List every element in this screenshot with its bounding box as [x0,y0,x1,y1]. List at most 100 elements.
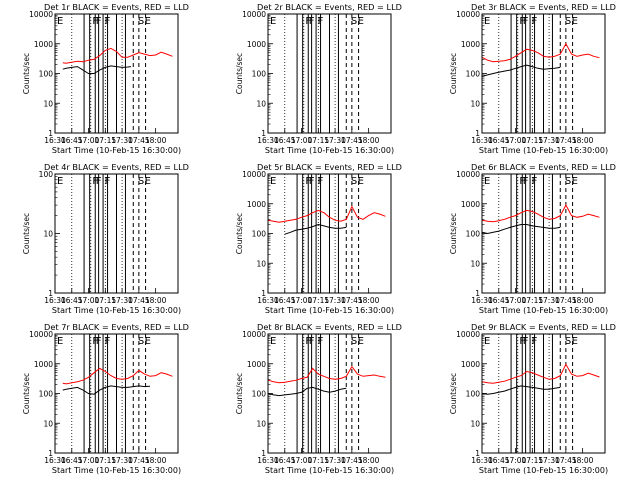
attenuator-mark: F [532,176,538,187]
y-tick-label: 1 [261,129,266,138]
x-tick-label: 17:45 [128,296,150,305]
x-tick-label: 17:00 [505,456,527,465]
attenuator-mark: F [309,336,315,347]
x-tick-label: 17:15 [95,456,117,465]
y-axis-label: Counts/sec [235,53,244,94]
y-axis-label: Counts/sec [449,213,458,254]
y-tick-label: 100 [39,390,54,399]
x-tick-label: 17:45 [341,456,363,465]
x-tick-label: 17:45 [555,456,577,465]
y-tick-label: 100 [466,390,481,399]
x-tick-label: 17:45 [555,296,577,305]
x-tick-label: 17:15 [308,136,330,145]
x-tick-label: 16:45 [274,456,296,465]
attenuator-mark: F [523,16,529,27]
x-axis-label: Start Time (10-Feb-15 16:30:00) [265,146,394,155]
x-axis-label: Start Time (10-Feb-15 16:30:00) [265,466,394,475]
y-tick-label: 100 [252,230,267,239]
y-tick-label: 10 [470,419,480,428]
attenuator-mark: F [318,16,324,27]
y-tick-label: 10000 [456,170,480,179]
attenuator-mark: F [105,16,111,27]
attenuator-mark: F [92,336,98,347]
attenuator-mark: F [523,336,529,347]
y-tick-label: 1 [475,449,480,458]
attenuator-mark: F [105,336,111,347]
attenuator-mark: F [519,176,525,187]
x-tick-label: 17:30 [111,296,133,305]
y-tick-label: 100 [252,390,267,399]
y-tick-label: 10000 [456,10,480,19]
x-tick-label: 18:00 [145,296,167,305]
y-axis-label: Counts/sec [235,373,244,414]
x-tick-label: 16:45 [61,456,83,465]
y-tick-label: 1000 [247,40,266,49]
chart-title: Det 7r BLACK = Events, RED = LLD [44,322,189,332]
attenuator-mark: S [138,176,144,187]
attenuator-mark: F [96,176,102,187]
y-tick-label: 100 [39,170,54,179]
x-tick-label: 17:15 [95,136,117,145]
x-tick-label: 18:00 [572,136,594,145]
x-tick-label: 18:00 [358,456,380,465]
attenuator-mark: E [572,16,578,27]
x-tick-label: 17:15 [308,296,330,305]
x-axis-label: Start Time (10-Feb-15 16:30:00) [265,306,394,315]
attenuator-mark: E [145,336,151,347]
y-tick-label: 10 [43,99,53,108]
x-axis-label: Start Time (10-Feb-15 16:30:00) [479,306,608,315]
chart-title: Det 3r BLACK = Events, RED = LLD [471,2,616,12]
x-axis-label: Start Time (10-Feb-15 16:30:00) [52,146,181,155]
x-tick-label: 17:15 [522,136,544,145]
x-tick-label: 16:45 [274,136,296,145]
x-tick-label: 18:00 [572,456,594,465]
events-series-line [62,65,132,74]
attenuator-mark: F [519,16,525,27]
y-tick-label: 100 [466,70,481,79]
x-tick-label: 17:00 [291,456,313,465]
y-tick-label: 1000 [34,40,53,49]
events-series-line [481,64,561,77]
top-left-mark: E [270,176,276,187]
x-tick-label: 17:45 [128,136,150,145]
top-left-mark: E [270,336,276,347]
x-axis-label: Start Time (10-Feb-15 16:30:00) [479,466,608,475]
attenuator-mark: S [138,16,144,27]
x-tick-label: 17:15 [308,456,330,465]
x-tick-label: 17:00 [78,136,100,145]
y-tick-label: 10 [470,99,480,108]
attenuator-mark: F [92,176,98,187]
y-tick-label: 10000 [456,330,480,339]
y-tick-label: 10 [43,419,53,428]
y-tick-label: 10 [470,259,480,268]
attenuator-mark: F [318,336,324,347]
events-series-line [267,386,347,397]
attenuator-mark: F [105,176,111,187]
x-tick-label: 16:45 [488,296,510,305]
y-tick-label: 10000 [242,330,266,339]
x-tick-label: 17:30 [324,296,346,305]
x-tick-label: 17:30 [324,136,346,145]
y-tick-label: 10000 [29,330,53,339]
y-axis-label: Counts/sec [22,373,31,414]
attenuator-mark: E [358,336,364,347]
x-tick-label: 17:30 [324,456,346,465]
lld-series-line [62,367,173,385]
lld-series-line [481,42,600,63]
y-tick-label: 1 [48,449,53,458]
top-left-mark: E [57,176,63,187]
x-tick-label: 17:45 [128,456,150,465]
x-tick-label: 17:15 [522,296,544,305]
y-axis-label: Counts/sec [449,53,458,94]
attenuator-mark: E [572,336,578,347]
top-left-mark: E [57,336,63,347]
attenuator-mark: F [309,176,315,187]
lld-series-line [267,365,386,384]
y-tick-label: 1 [48,129,53,138]
attenuator-mark: S [138,336,144,347]
attenuator-mark: S [565,176,571,187]
y-tick-label: 1000 [461,40,480,49]
